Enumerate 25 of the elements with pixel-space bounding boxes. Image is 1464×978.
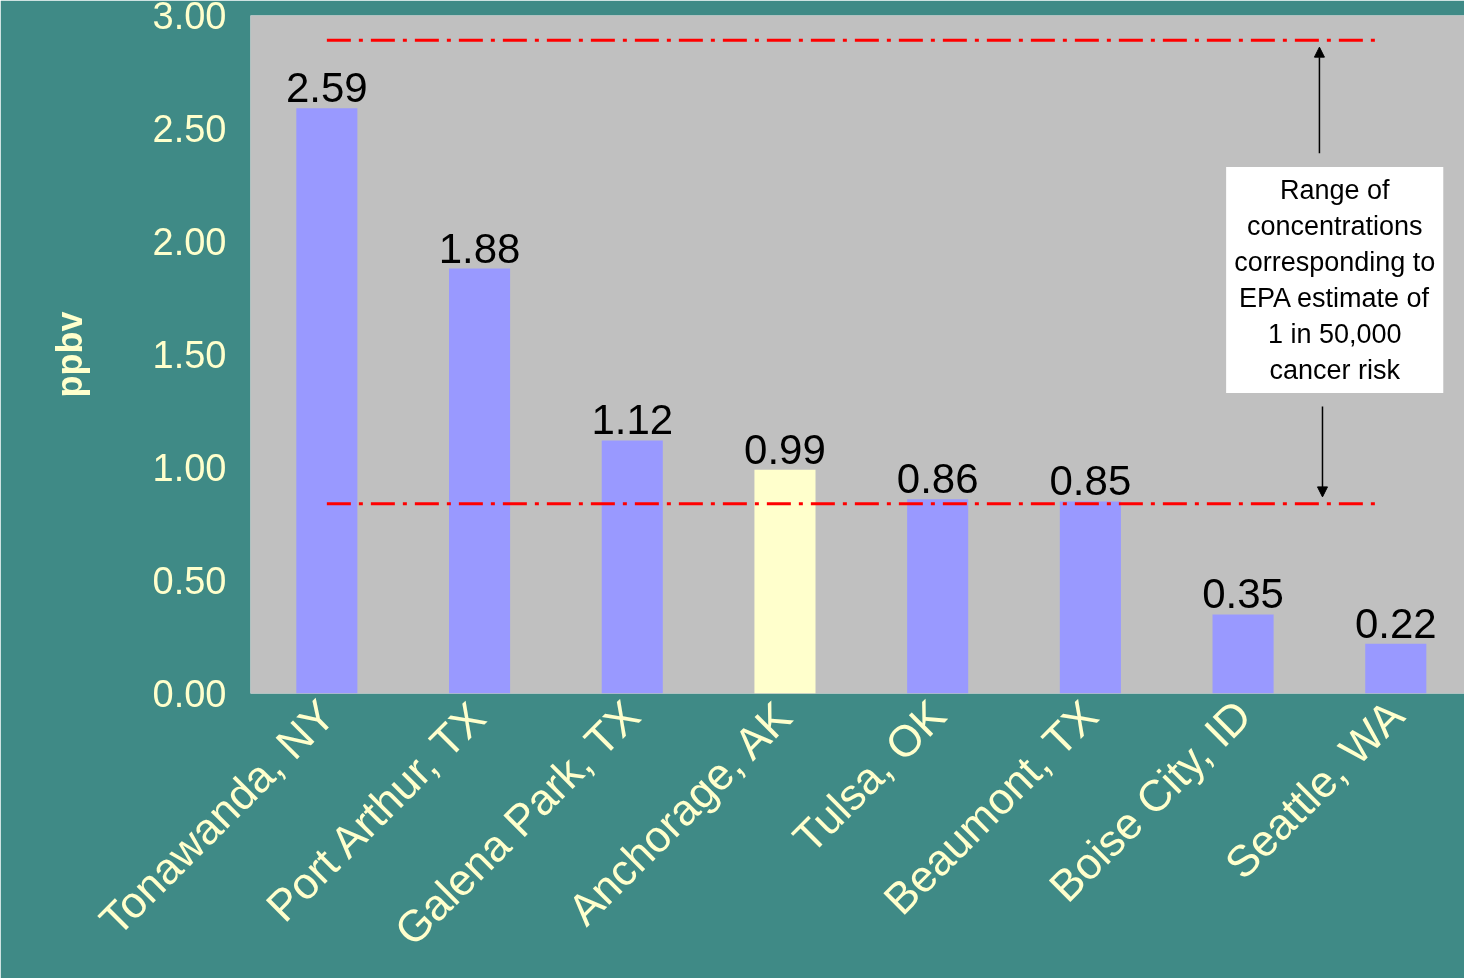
bar <box>754 469 816 694</box>
data-label: 0.22 <box>1354 599 1437 647</box>
bar <box>1365 643 1427 694</box>
y-tick-label: 2.50 <box>152 108 227 150</box>
annotation: Range of concentrations corresponding to EPA estimate of 1 in 50,000 cancer risk <box>1234 174 1436 385</box>
y-tick-label: 3.00 <box>152 0 227 37</box>
bar <box>601 440 663 694</box>
y-axis-title: ppbv <box>48 311 90 398</box>
y-tick-label: 0.50 <box>152 560 227 602</box>
bar <box>296 108 358 694</box>
data-label: 2.59 <box>285 64 368 112</box>
data-label: 0.85 <box>1049 457 1132 505</box>
y-tick-label: 2.00 <box>152 221 227 263</box>
y-tick-label: 0.00 <box>152 673 227 715</box>
bar <box>1059 501 1121 694</box>
bar <box>1212 614 1274 694</box>
data-label: 1.12 <box>591 396 674 444</box>
data-label: 0.35 <box>1202 570 1284 618</box>
y-tick-label: 1.50 <box>152 334 227 376</box>
bar <box>907 499 969 694</box>
bar <box>449 268 511 694</box>
data-label: 1.88 <box>438 224 521 272</box>
data-label: 0.86 <box>896 455 979 503</box>
data-label: 0.99 <box>744 425 826 473</box>
y-tick-label: 1.00 <box>152 447 227 489</box>
